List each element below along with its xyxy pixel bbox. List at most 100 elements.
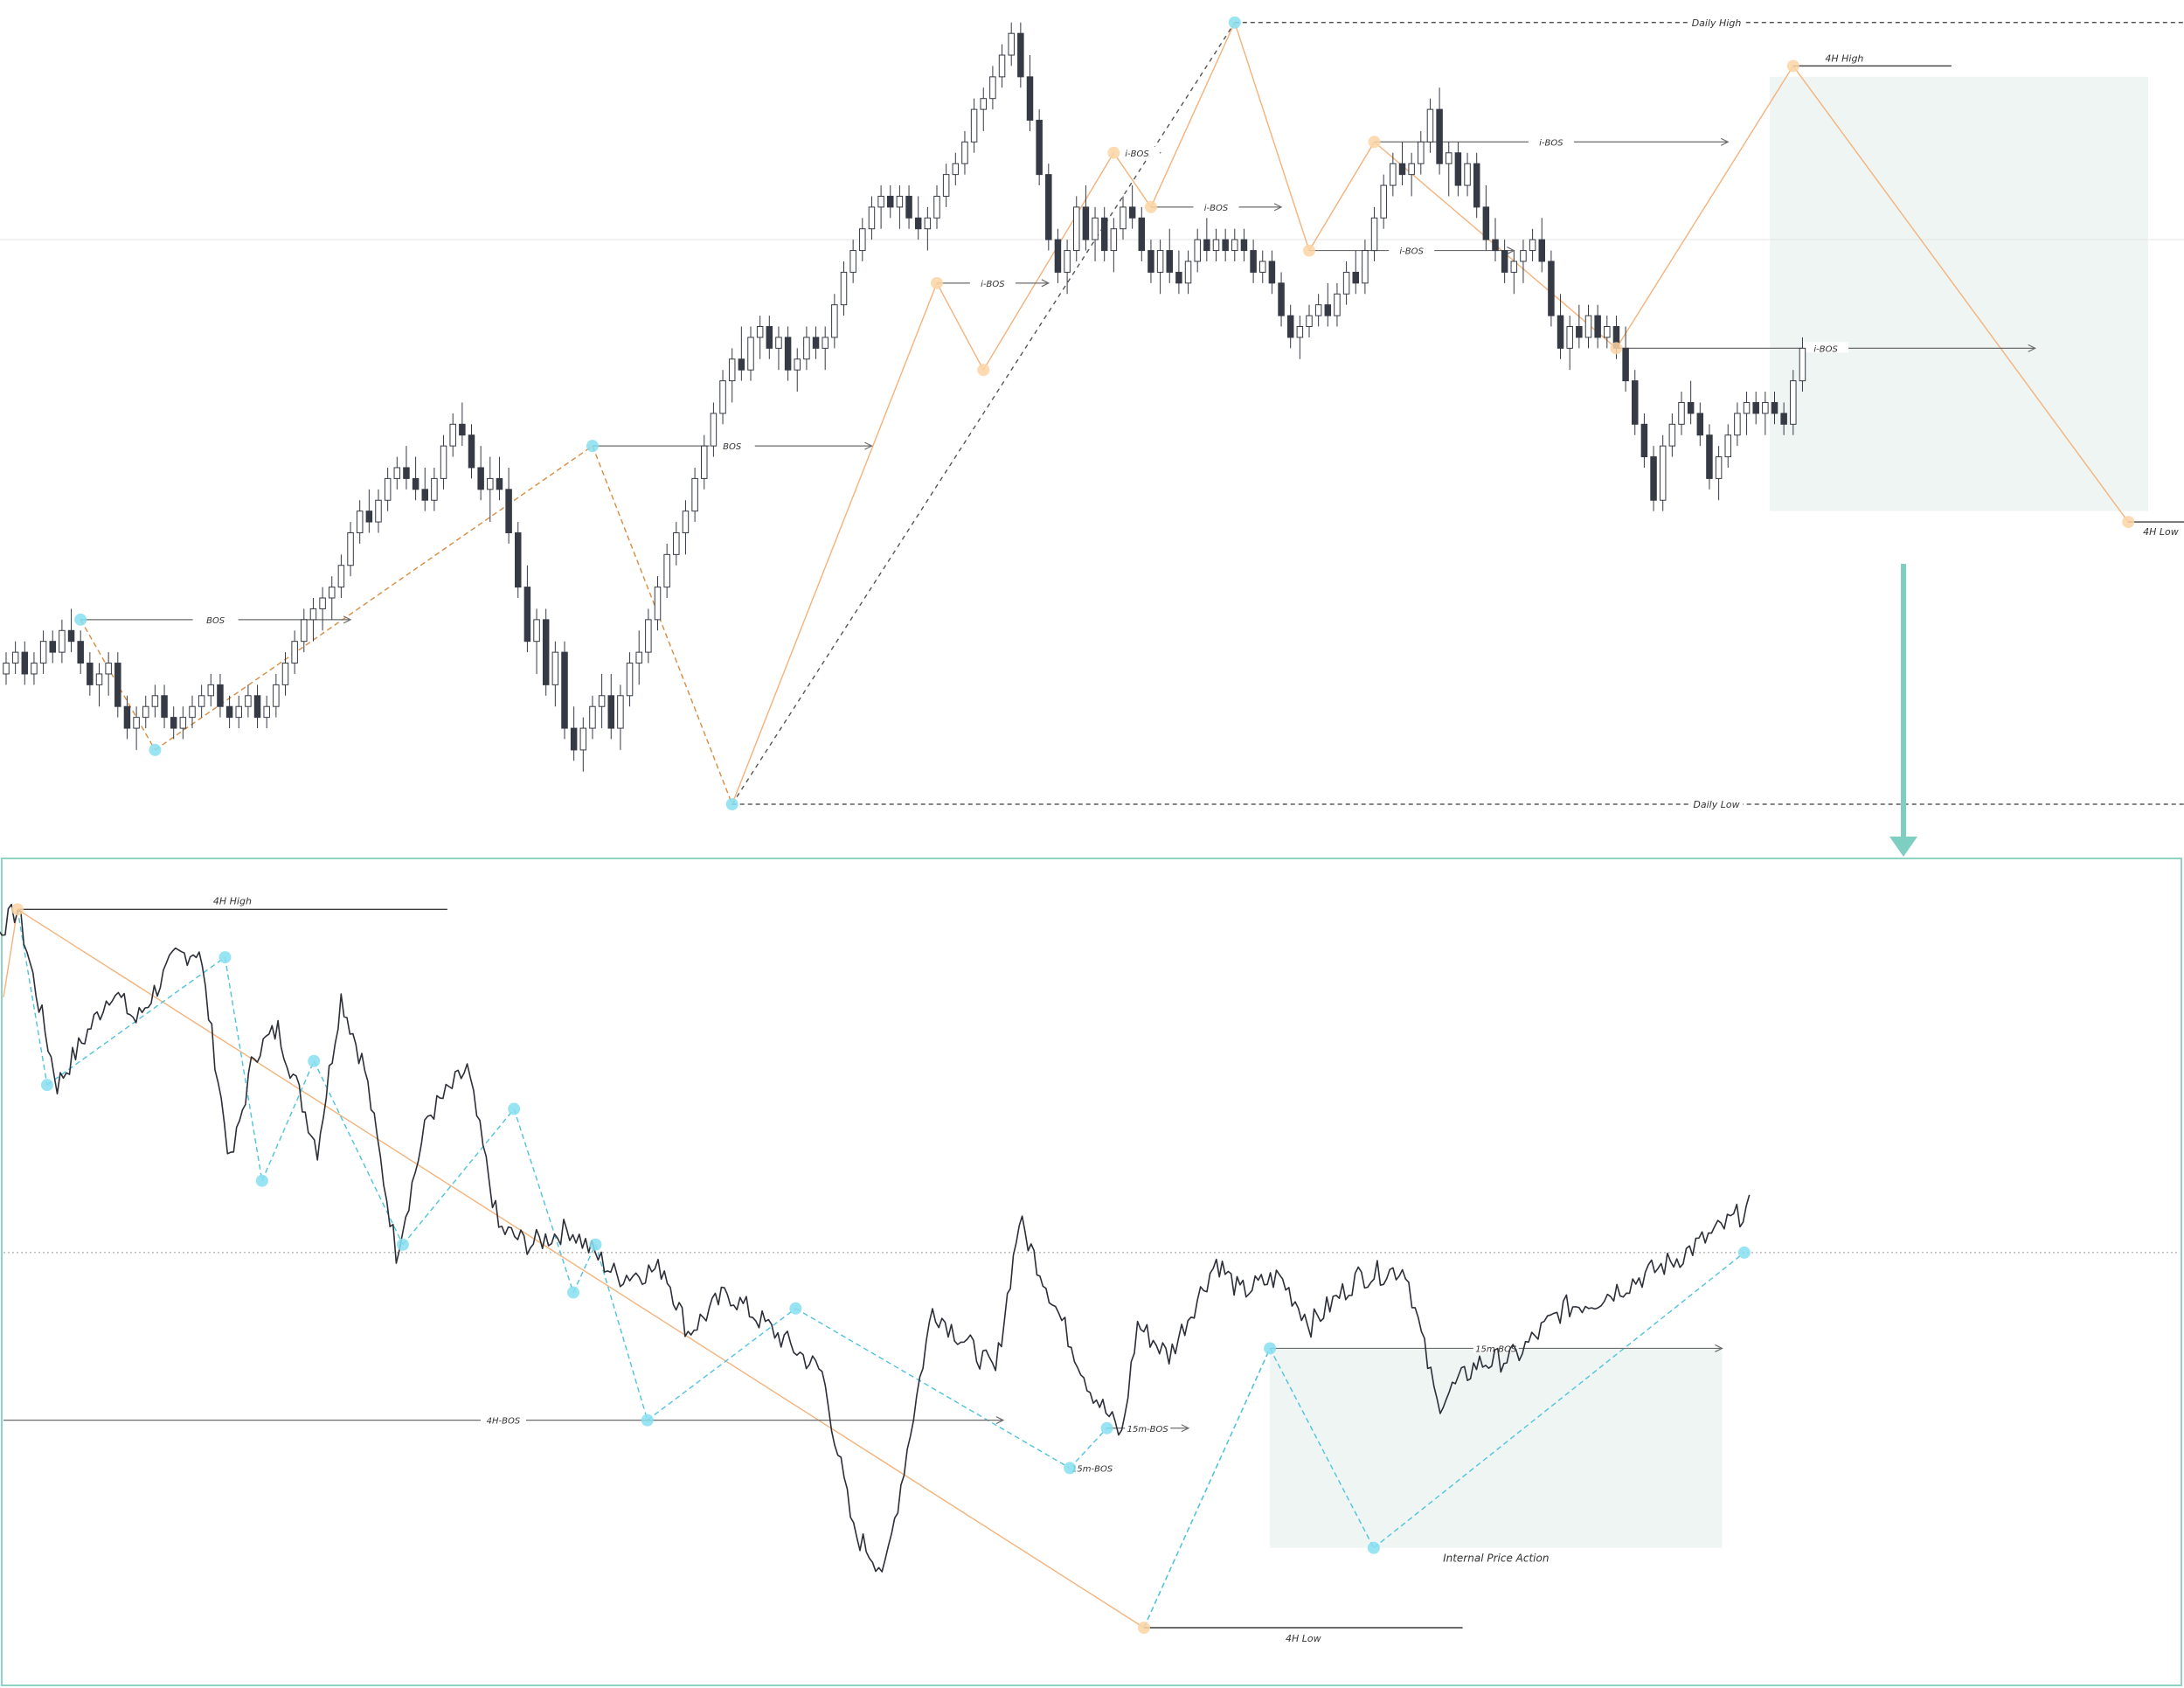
level-label-bg [1690,16,1743,28]
bull-candle [1362,250,1369,284]
bear-candle [1286,315,1294,338]
bull-candle [189,705,196,719]
swing-point-marker [1367,1541,1380,1554]
bos-arrow [995,1416,1005,1425]
bos-label: i-BOS [1125,149,1149,159]
bull-candle [245,695,252,707]
swing-point-marker [1737,1246,1751,1259]
bull-candle [998,54,1006,78]
bos-label-bg [1113,146,1160,157]
internal-price-action-zone [1270,1348,1723,1548]
bear-candle [607,695,614,729]
internal-leg [647,1308,796,1421]
bear-candle [1268,260,1276,284]
internal-leg [1234,22,1310,251]
swing-point-marker [1137,1622,1150,1634]
bear-candle [1576,326,1583,338]
htf-leg [3,909,18,997]
bull-candle [728,358,736,382]
bull-candle [291,641,298,664]
bear-candle [496,477,503,490]
bear-candle [1482,206,1490,240]
swing-point-marker [567,1286,579,1299]
swing-point-marker [396,1238,409,1251]
bull-candle [1510,260,1518,273]
bear-candle [1222,239,1229,252]
bull-candle [319,597,326,609]
internal-leg [572,1244,597,1293]
bull-candle [942,174,950,197]
bull-candle [645,619,652,653]
swing-point-marker [1368,135,1381,149]
bull-candle [589,705,596,729]
bull-candle [775,337,782,349]
bear-candle [170,717,177,729]
swing-point-marker [641,1414,654,1427]
bear-candle [253,695,261,719]
internal-leg [795,1308,1071,1469]
bear-candle [21,651,29,675]
internal-leg [17,909,48,1086]
bull-candle [347,532,354,566]
bull-candle [356,511,364,533]
bull-candle [1120,206,1127,230]
bull-candle [701,445,708,479]
swing-point-marker [1264,1342,1277,1355]
bear-candle [49,641,56,653]
bull-candle [1734,413,1741,436]
bull-candle [1520,250,1527,262]
bear-candle [1557,315,1564,349]
bear-candle [1203,239,1210,252]
bull-candle [431,477,438,501]
bull-candle [235,705,242,719]
bos-label: i-BOS [1813,344,1838,354]
bear-candle [523,587,531,643]
bear-candle [1752,401,1759,414]
bear-candle [1696,413,1704,436]
internal-leg [594,1244,648,1421]
internal-leg [731,282,938,805]
bull-candle [980,98,987,110]
swing-point-marker [218,951,232,964]
bull-candle [1184,260,1192,284]
bull-candle [933,195,940,219]
bear-candle [1622,347,1629,382]
bear-candle [123,705,131,729]
swing-point-marker [40,1079,53,1092]
bear-candle [1250,250,1257,273]
bear-candle [1473,163,1480,208]
structure-leg [155,445,593,751]
bos-arrow [864,441,873,450]
internal-leg [1113,152,1152,208]
price-path [0,903,1751,1573]
bull-candle [31,663,38,675]
bear-candle [561,651,568,729]
bear-candle [1706,434,1713,479]
bull-candle [1724,434,1731,458]
bos-label: BOS [206,616,225,626]
bull-candle [1342,271,1350,295]
bull-candle [1212,239,1220,252]
bear-candle [1278,282,1285,316]
bull-candle [1092,217,1099,240]
swing-point-marker [1610,342,1623,355]
bos-label-bg [1069,1462,1115,1473]
bull-candle [1762,401,1769,414]
internal-leg [224,956,263,1181]
swing-point-marker [931,276,943,289]
swing-point-marker [1100,1421,1113,1434]
bull-candle [384,477,392,501]
bear-candle [738,358,745,371]
bull-candle [719,380,726,414]
bear-candle [887,195,894,208]
bull-candle [822,337,829,349]
bull-candle [635,651,642,664]
internal-leg [1150,22,1236,208]
bear-candle [1640,423,1648,458]
bull-candle [1584,315,1592,338]
higher-timeframe-chart: Daily High Daily Low 4H High 4H Low BOS BOS i-… [0,16,2184,810]
internal-leg [1308,142,1376,251]
bull-candle [803,337,810,360]
bull-candle [868,206,876,230]
